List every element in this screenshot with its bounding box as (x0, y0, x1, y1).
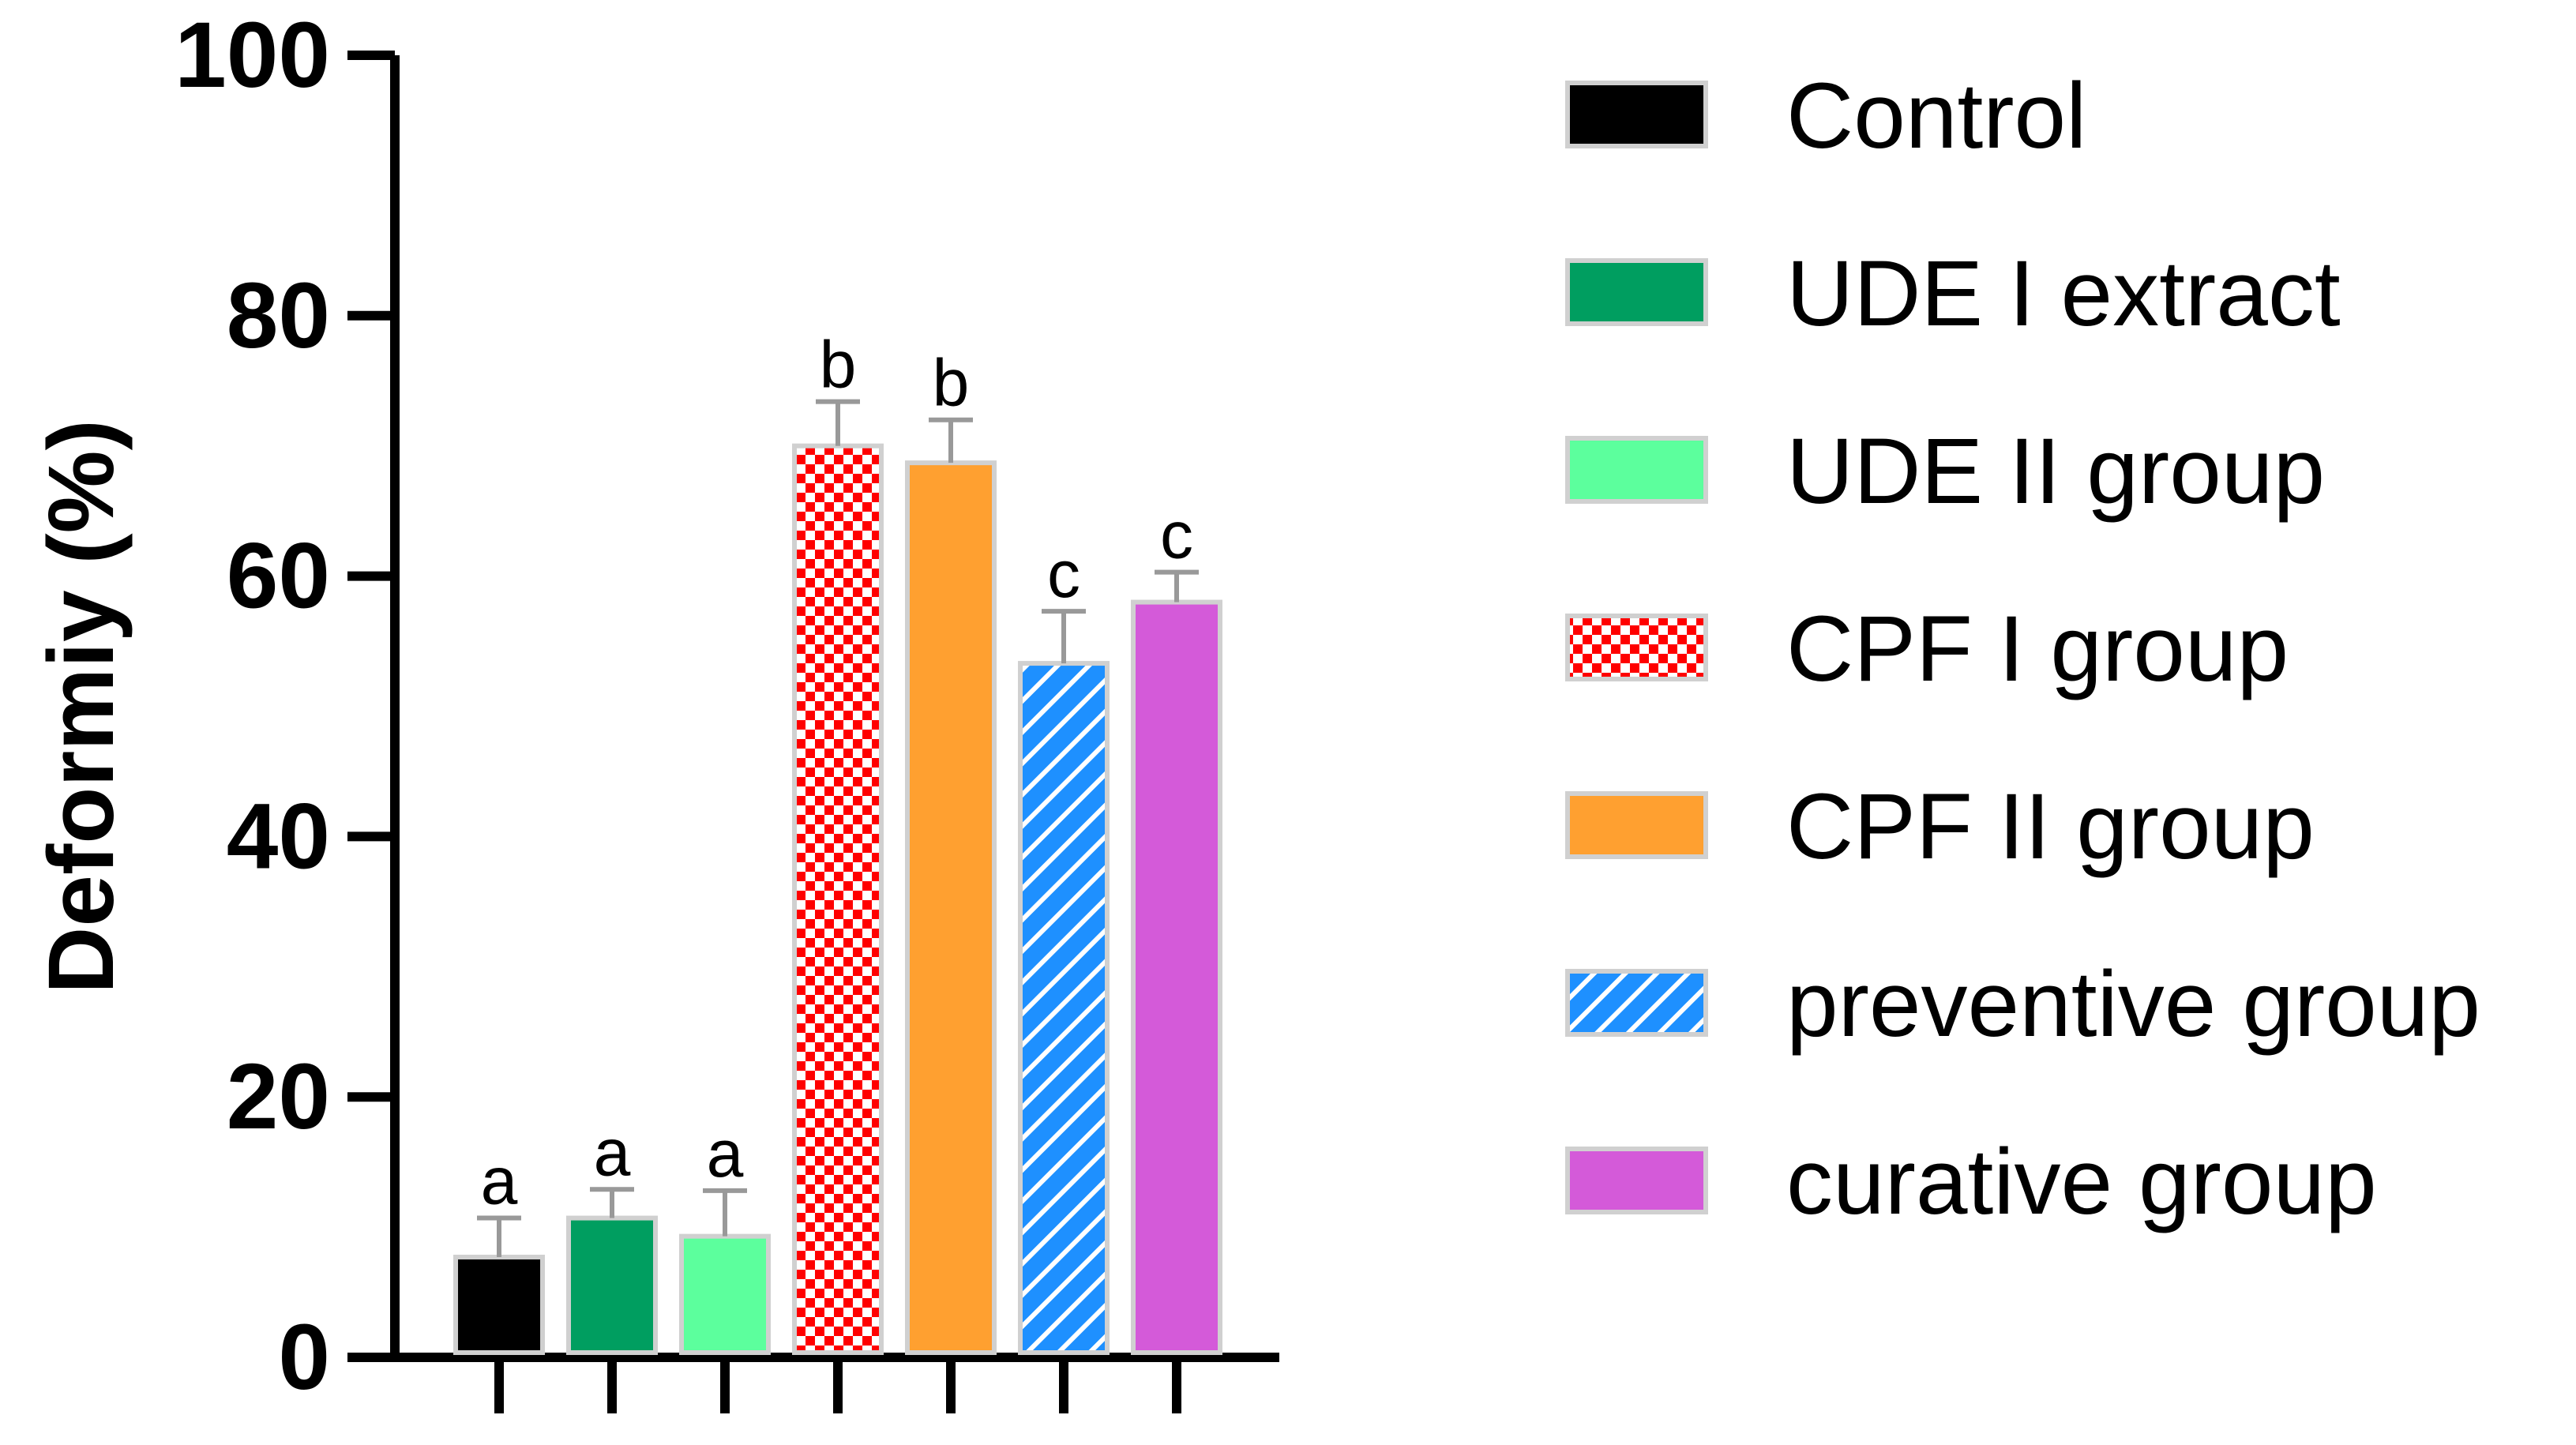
bar-cpf-i-group (792, 443, 884, 1356)
legend-swatch (1565, 81, 1708, 148)
legend-swatch (1565, 1147, 1708, 1214)
significance-label: a (594, 1115, 631, 1189)
y-tick-label: 40 (227, 784, 330, 888)
error-bars (477, 399, 1199, 1258)
significance-labels: a a a b b c c (481, 328, 1193, 1218)
legend-label: CPF II group (1786, 775, 2315, 879)
legend: Control UDE I extract UDE II group CPF I gr… (1565, 64, 2480, 1234)
y-tick-label: 60 (227, 524, 330, 629)
significance-label: c (1047, 537, 1080, 611)
bar-curative-group (1131, 599, 1222, 1355)
legend-swatch (1565, 614, 1708, 681)
legend-label: CPF I group (1786, 597, 2289, 701)
y-axis-label: Deformiy (%) (29, 419, 133, 994)
legend-label: preventive group (1786, 952, 2480, 1057)
x-ticks (494, 1362, 1181, 1413)
x-axis (390, 1353, 1279, 1413)
legend-label: UDE I extract (1786, 242, 2341, 346)
bar-control (453, 1255, 545, 1355)
y-tick-label: 0 (278, 1305, 330, 1409)
significance-label: b (820, 328, 857, 402)
bar-cpf-ii-group (905, 460, 997, 1356)
significance-label: c (1160, 498, 1193, 572)
legend-label: UDE II group (1786, 419, 2325, 524)
legend-label: curative group (1786, 1130, 2377, 1234)
significance-label: a (481, 1144, 518, 1218)
bar-preventive-group (1018, 661, 1110, 1355)
y-axis: 0 20 40 60 80 100 (175, 3, 400, 1409)
legend-swatch (1565, 258, 1708, 326)
y-tick-label: 20 (227, 1045, 330, 1149)
bars (453, 443, 1222, 1356)
significance-label: a (707, 1117, 744, 1191)
legend-swatch (1565, 969, 1708, 1037)
legend-swatch (1565, 436, 1708, 504)
significance-label: b (933, 346, 970, 420)
y-tick-label: 80 (227, 264, 330, 368)
y-tick-label: 100 (175, 3, 330, 107)
legend-label: Control (1786, 64, 2086, 168)
bar-ude-ii-group (679, 1233, 771, 1355)
legend-swatch (1565, 791, 1708, 859)
bar-ude-i-extract (566, 1215, 658, 1355)
y-ticks: 0 20 40 60 80 100 (175, 3, 395, 1409)
